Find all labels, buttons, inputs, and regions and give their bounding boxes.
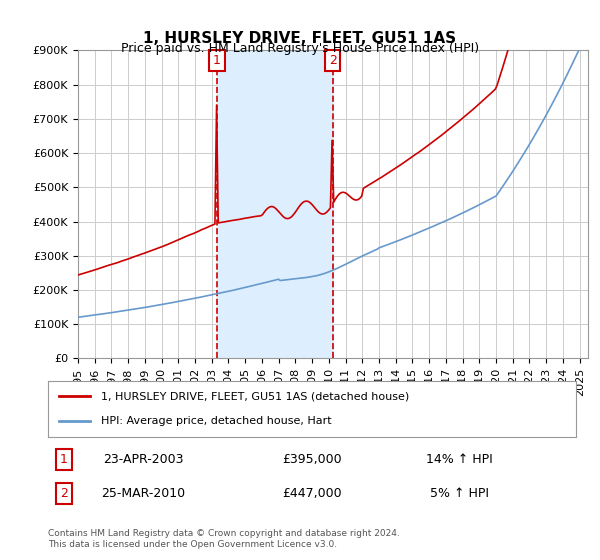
Text: Price paid vs. HM Land Registry's House Price Index (HPI): Price paid vs. HM Land Registry's House … [121, 42, 479, 55]
Text: 2: 2 [329, 54, 337, 67]
Bar [217, 50, 332, 358]
Text: 14% ↑ HPI: 14% ↑ HPI [427, 453, 493, 466]
Text: £395,000: £395,000 [282, 453, 342, 466]
Text: 23-APR-2003: 23-APR-2003 [103, 453, 183, 466]
Text: 5% ↑ HPI: 5% ↑ HPI [430, 487, 490, 500]
Text: 1, HURSLEY DRIVE, FLEET, GU51 1AS (detached house): 1, HURSLEY DRIVE, FLEET, GU51 1AS (detac… [101, 391, 409, 402]
Text: HPI: Average price, detached house, Hart: HPI: Average price, detached house, Hart [101, 416, 331, 426]
Text: 1: 1 [60, 453, 68, 466]
Text: Contains HM Land Registry data © Crown copyright and database right 2024.
This d: Contains HM Land Registry data © Crown c… [48, 529, 400, 549]
Text: £447,000: £447,000 [282, 487, 342, 500]
Text: 2: 2 [60, 487, 68, 500]
Text: 1: 1 [213, 54, 221, 67]
Text: 1, HURSLEY DRIVE, FLEET, GU51 1AS: 1, HURSLEY DRIVE, FLEET, GU51 1AS [143, 31, 457, 46]
Text: 25-MAR-2010: 25-MAR-2010 [101, 487, 185, 500]
